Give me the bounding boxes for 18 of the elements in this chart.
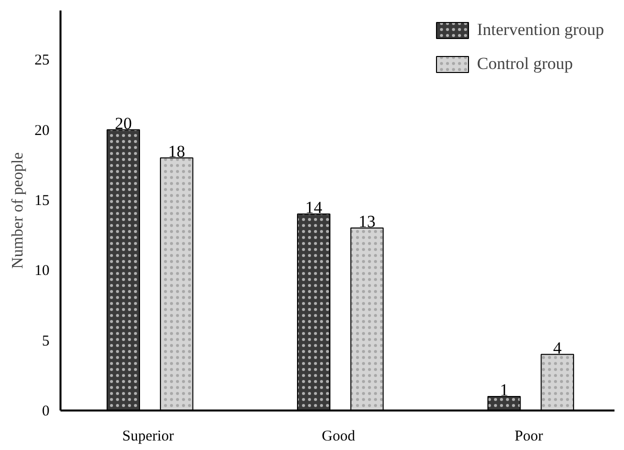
y-tick-label: 20 <box>34 122 50 139</box>
data-label: 18 <box>168 142 186 161</box>
y-tick-label: 5 <box>42 333 50 350</box>
data-label: 13 <box>358 212 376 232</box>
x-tick-label: Poor <box>514 428 544 444</box>
data-label: 20 <box>114 114 132 133</box>
y-tick-label: 15 <box>34 192 50 209</box>
data-label: 1 <box>500 380 508 400</box>
data-label: 14 <box>305 198 323 218</box>
x-tick-label: Superior <box>122 428 174 444</box>
y-tick-label: 0 <box>42 404 50 420</box>
legend-label: Intervention group <box>477 20 604 40</box>
y-tick-label: 25 <box>34 52 50 69</box>
y-axis-title: Number of people <box>10 152 26 269</box>
data-label: 4 <box>553 338 562 358</box>
y-tick-label: 10 <box>34 263 50 280</box>
legend-label: Control group <box>477 54 573 74</box>
x-tick-label: Good <box>322 428 356 444</box>
